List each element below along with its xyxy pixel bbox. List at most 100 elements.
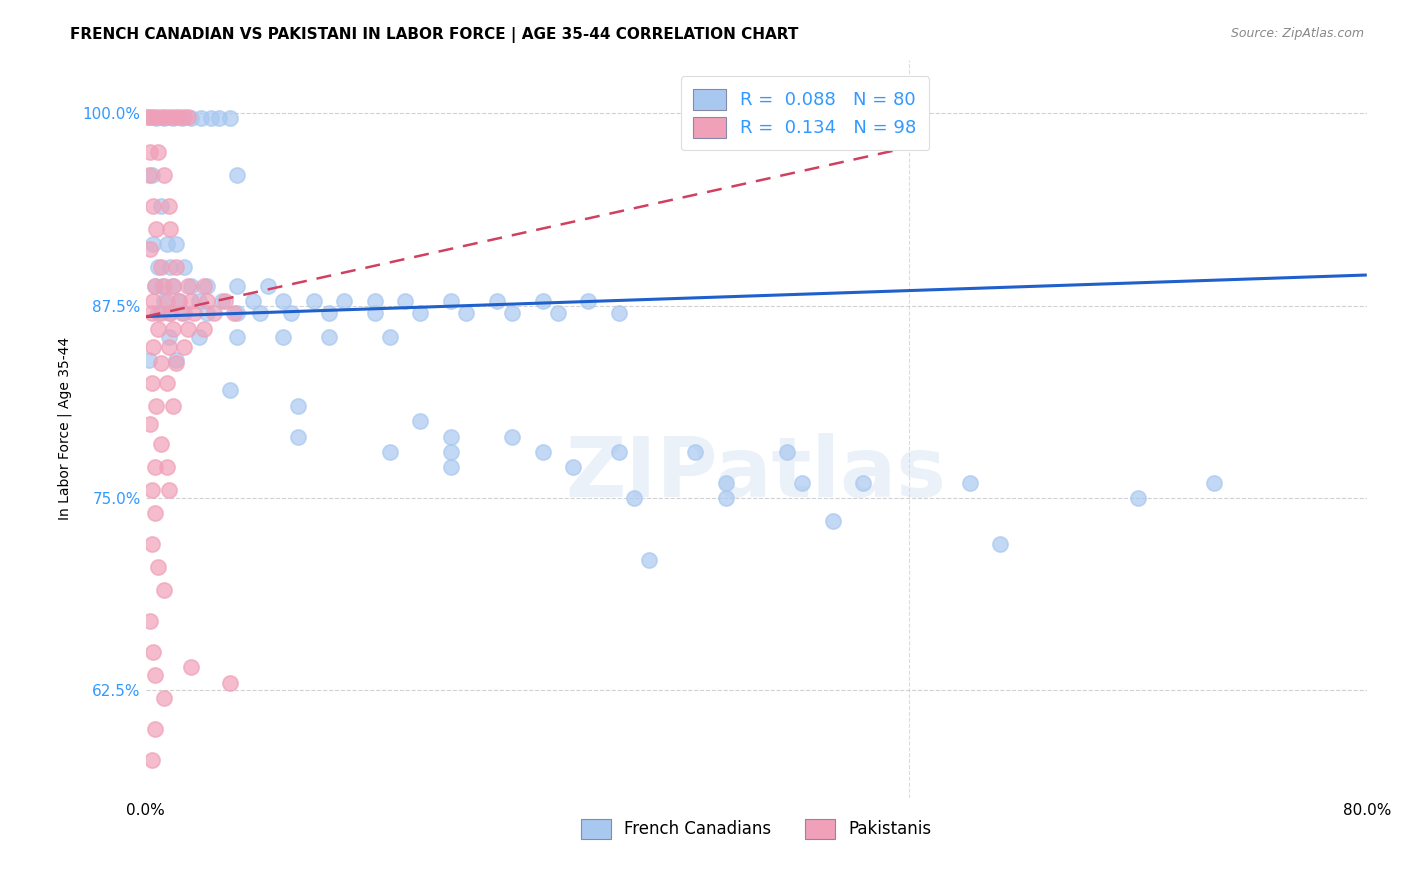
Point [146, 306, 169, 320]
Point [149, 260, 172, 275]
Point [167, 891, 190, 892]
Point [157, 340, 180, 354]
Point [180, 111, 202, 125]
Point [149, 199, 172, 213]
Point [363, 306, 385, 320]
Point [153, 294, 176, 309]
Point [378, 445, 401, 459]
Point [141, 537, 163, 551]
Point [156, 294, 179, 309]
Point [153, 691, 176, 706]
Point [218, 384, 240, 398]
Point [162, 111, 184, 125]
Point [177, 322, 200, 336]
Point [142, 199, 165, 213]
Point [162, 278, 184, 293]
Point [776, 445, 799, 459]
Point [333, 294, 356, 309]
Point [302, 294, 325, 309]
Point [211, 294, 233, 309]
Point [139, 614, 162, 628]
Point [165, 237, 187, 252]
Point [714, 475, 737, 490]
Point [623, 491, 645, 505]
Point [167, 110, 190, 124]
Point [821, 514, 844, 528]
Point [159, 110, 181, 124]
Point [440, 294, 463, 309]
Point [149, 306, 172, 320]
Point [318, 329, 340, 343]
Point [256, 278, 278, 293]
Legend: French Canadians, Pakistanis: French Canadians, Pakistanis [575, 813, 938, 846]
Point [714, 491, 737, 505]
Point [153, 168, 176, 182]
Point [141, 753, 163, 767]
Point [394, 294, 416, 309]
Point [242, 294, 264, 309]
Point [156, 376, 179, 390]
Point [149, 437, 172, 451]
Point [683, 445, 706, 459]
Point [173, 260, 195, 275]
Point [200, 111, 222, 125]
Point [146, 322, 169, 336]
Point [195, 278, 218, 293]
Point [142, 340, 165, 354]
Point [167, 294, 190, 309]
Point [173, 306, 195, 320]
Point [224, 306, 246, 320]
Point [143, 668, 166, 682]
Point [167, 294, 190, 309]
Point [440, 460, 463, 475]
Point [139, 145, 162, 159]
Point [142, 294, 165, 309]
Point [157, 306, 180, 320]
Point [138, 110, 160, 124]
Point [638, 552, 661, 566]
Point [163, 110, 186, 124]
Point [193, 322, 215, 336]
Point [159, 260, 181, 275]
Point [287, 399, 309, 413]
Point [157, 483, 180, 498]
Point [531, 445, 554, 459]
Point [155, 110, 177, 124]
Point [562, 460, 585, 475]
Point [990, 537, 1012, 551]
Point [159, 306, 181, 320]
Point [193, 278, 215, 293]
Point [607, 445, 630, 459]
Point [162, 322, 184, 336]
Point [153, 583, 176, 598]
Text: FRENCH CANADIAN VS PAKISTANI IN LABOR FORCE | AGE 35-44 CORRELATION CHART: FRENCH CANADIAN VS PAKISTANI IN LABOR FO… [70, 27, 799, 43]
Point [145, 111, 167, 125]
Point [173, 340, 195, 354]
Point [162, 399, 184, 413]
Point [190, 111, 212, 125]
Point [280, 306, 302, 320]
Point [188, 294, 211, 309]
Point [1204, 475, 1226, 490]
Point [409, 306, 432, 320]
Point [156, 237, 179, 252]
Point [177, 110, 200, 124]
Point [180, 278, 202, 293]
Point [1126, 491, 1149, 505]
Point [153, 111, 176, 125]
Point [501, 429, 523, 443]
Point [143, 722, 166, 736]
Text: Source: ZipAtlas.com: Source: ZipAtlas.com [1230, 27, 1364, 40]
Point [143, 507, 166, 521]
Point [141, 168, 163, 182]
Point [440, 445, 463, 459]
Point [183, 306, 205, 320]
Point [145, 110, 167, 124]
Point [363, 294, 385, 309]
Point [152, 278, 174, 293]
Point [146, 560, 169, 574]
Point [440, 429, 463, 443]
Point [195, 306, 218, 320]
Point [271, 329, 294, 343]
Point [153, 278, 176, 293]
